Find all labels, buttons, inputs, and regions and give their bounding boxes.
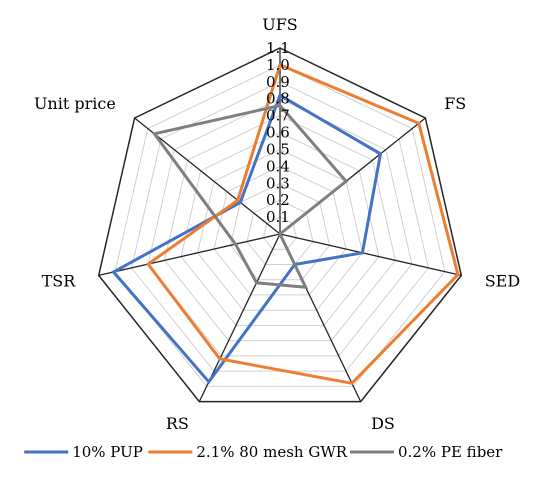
tick-label: 0.8	[266, 90, 290, 108]
tick-label: 0.1	[266, 208, 290, 226]
series-line-1	[145, 62, 460, 385]
tick-label: 1.0	[266, 56, 290, 74]
axis-label: RS	[166, 414, 189, 433]
radar-grid	[97, 47, 463, 403]
grid-ring	[262, 216, 298, 250]
tick-label: 0.2	[266, 191, 290, 209]
grid-ring	[97, 47, 463, 403]
grid-ring	[246, 199, 314, 265]
tick-label: 0.6	[266, 124, 290, 142]
tick-label: 0.9	[266, 73, 290, 91]
grid-ring	[114, 64, 446, 387]
legend: 10% PUP 2.1% 80 mesh GWR 0.2% PE fiber	[24, 443, 503, 461]
grid-ring	[213, 165, 347, 296]
grid-ring	[180, 131, 380, 326]
grid-ring	[229, 182, 331, 281]
axis-label: TSR	[42, 272, 77, 291]
series-layer	[111, 62, 460, 385]
series-line-2	[151, 103, 349, 290]
axis-label: UFS	[262, 15, 298, 34]
axis-labels: UFS FS SED DS RS TSR Unit price	[34, 15, 520, 433]
tick-label: 1.1	[266, 39, 290, 57]
tick-label: 0.4	[266, 157, 290, 175]
axis-label: Unit price	[34, 94, 116, 113]
axis-label: SED	[485, 272, 520, 291]
axis-spoke	[98, 233, 281, 277]
tick-label: 0.7	[266, 107, 290, 125]
axis-spoke	[198, 233, 281, 402]
legend-label: 0.2% PE fiber	[398, 443, 503, 461]
axis-spoke	[279, 233, 462, 277]
axis-label: FS	[444, 94, 466, 113]
legend-label: 10% PUP	[72, 443, 143, 461]
grid-ring	[197, 148, 363, 311]
axis-label: DS	[371, 414, 395, 433]
tick-label: 0.5	[266, 141, 290, 159]
tick-label: 0.3	[266, 174, 290, 192]
legend-label: 2.1% 80 mesh GWR	[196, 443, 347, 461]
tick-labels: 0.10.20.30.40.50.60.70.80.91.01.1	[266, 39, 290, 226]
grid-ring	[147, 98, 413, 357]
